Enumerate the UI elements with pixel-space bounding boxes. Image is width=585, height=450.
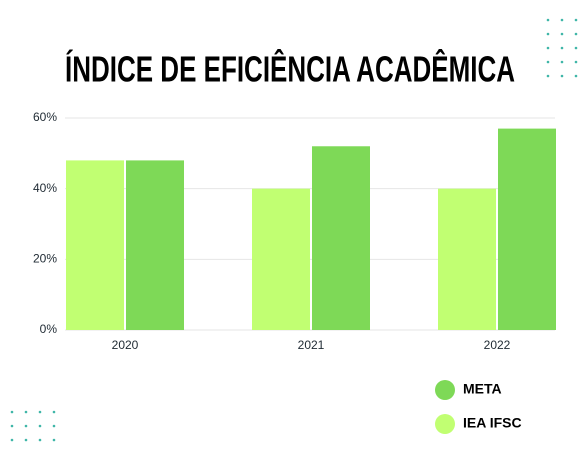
bar <box>126 160 184 330</box>
bar <box>66 160 124 330</box>
dot <box>10 438 14 442</box>
dot <box>52 424 56 428</box>
legend-swatch <box>435 380 455 400</box>
decor-dots-bottom <box>10 410 56 442</box>
dot <box>38 424 42 428</box>
legend-swatch <box>435 414 455 434</box>
dot <box>24 438 28 442</box>
bar <box>438 188 496 330</box>
dot <box>52 438 56 442</box>
dot <box>560 18 564 22</box>
dot <box>24 410 28 414</box>
dot <box>546 32 550 36</box>
dot <box>574 46 578 50</box>
dot <box>546 74 550 78</box>
dot <box>546 18 550 22</box>
dot <box>560 74 564 78</box>
bar <box>498 128 556 330</box>
decor-dots-top <box>546 18 578 78</box>
legend-label: IEA IFSC <box>463 415 522 431</box>
y-tick-label: 0% <box>40 322 58 336</box>
dot <box>560 32 564 36</box>
y-tick-label: 40% <box>33 181 57 195</box>
bar <box>312 146 370 330</box>
dot <box>546 60 550 64</box>
x-tick-label: 2022 <box>484 338 511 352</box>
dot <box>574 32 578 36</box>
dot <box>38 438 42 442</box>
dot <box>560 46 564 50</box>
dot <box>52 410 56 414</box>
dot <box>560 60 564 64</box>
dot <box>10 424 14 428</box>
dot <box>38 410 42 414</box>
y-tick-label: 20% <box>33 252 57 266</box>
bar <box>252 188 310 330</box>
dot <box>574 74 578 78</box>
dot <box>10 410 14 414</box>
dot <box>24 424 28 428</box>
legend-label: META <box>463 381 502 397</box>
dot <box>574 18 578 22</box>
x-tick-label: 2020 <box>112 338 139 352</box>
dot <box>546 46 550 50</box>
dot <box>574 60 578 64</box>
chart-title: ÍNDICE DE EFICIÊNCIA ACADÊMICA <box>65 48 515 90</box>
x-tick-label: 2021 <box>298 338 325 352</box>
y-tick-label: 60% <box>33 110 57 124</box>
